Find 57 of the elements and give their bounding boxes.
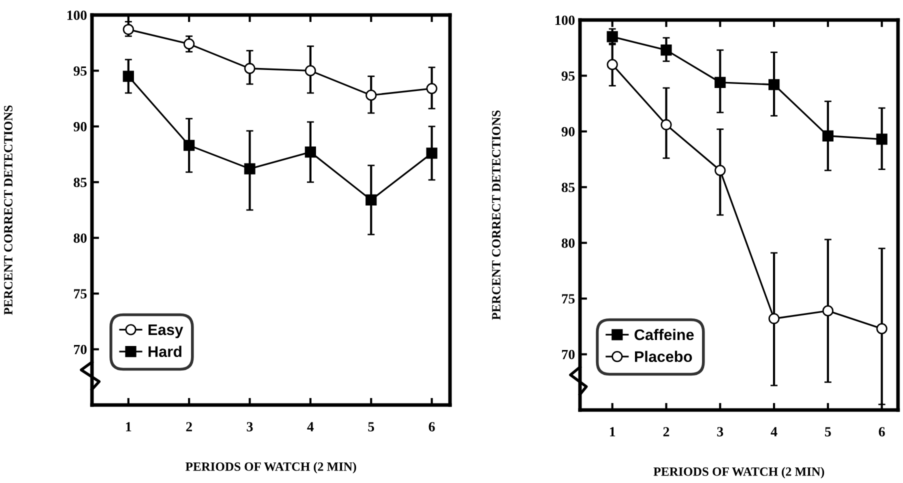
y-axis-title: PERCENT CORRECT DETECTIONS	[492, 110, 500, 320]
x-tick-label: 2	[663, 427, 670, 436]
point	[822, 130, 834, 142]
y-tick-label: 70	[74, 344, 87, 354]
y-tick-label: 75	[562, 294, 575, 304]
x-tick-label: 1	[126, 422, 132, 432]
point	[304, 146, 316, 158]
y-tick-label: 95	[562, 71, 575, 81]
y-tick-label: 100	[555, 16, 575, 25]
point	[244, 163, 256, 174]
point	[184, 38, 195, 50]
point	[876, 134, 888, 145]
x-tick-label: 4	[307, 422, 314, 432]
y-tick-label: 95	[74, 66, 87, 76]
y-tick-label: 75	[74, 289, 87, 299]
x-tick-label: 6	[428, 422, 435, 432]
point	[768, 313, 780, 324]
point	[822, 305, 834, 316]
x-tick-label: 6	[878, 427, 885, 436]
point	[876, 323, 888, 334]
point	[426, 82, 438, 94]
point	[660, 44, 672, 56]
y-tick-label: 85	[74, 178, 87, 188]
x-tick-label: 2	[186, 422, 192, 432]
point	[606, 59, 618, 70]
y-tick-label: 100	[67, 10, 87, 20]
y-tick-label: 90	[562, 127, 575, 136]
y-tick-label: 90	[74, 122, 87, 132]
point	[714, 76, 726, 88]
y-tick-label: 70	[562, 350, 575, 360]
legend-label: Placebo	[634, 350, 692, 362]
point	[366, 194, 377, 206]
y-axis-title: PERCENT CORRECT DETECTIONS	[4, 106, 12, 315]
point	[714, 164, 726, 176]
legend-label: Easy	[148, 324, 184, 338]
y-tick-label: 80	[74, 233, 87, 243]
point	[426, 148, 438, 159]
point	[122, 70, 134, 82]
x-tick-label: 3	[246, 422, 253, 432]
x-tick-label: 4	[770, 427, 778, 436]
y-tick-label: 80	[562, 238, 575, 248]
point	[304, 65, 316, 76]
x-axis-title: PERIODS OF WATCH (2 MIN)	[654, 467, 824, 478]
x-tick-label: 5	[825, 427, 831, 436]
point	[660, 119, 672, 130]
legend-label: Caffeine	[634, 328, 694, 340]
x-tick-label: 3	[717, 427, 724, 436]
point	[244, 62, 256, 74]
point	[606, 31, 618, 42]
x-axis-title: PERIODS OF WATCH (2 MIN)	[186, 462, 356, 474]
legend-label: Hard	[148, 346, 182, 358]
point	[768, 79, 780, 90]
point	[366, 90, 377, 101]
x-tick-label: 1	[610, 427, 616, 436]
x-tick-label: 5	[368, 422, 374, 432]
y-tick-label: 85	[562, 182, 575, 192]
point	[184, 140, 195, 151]
